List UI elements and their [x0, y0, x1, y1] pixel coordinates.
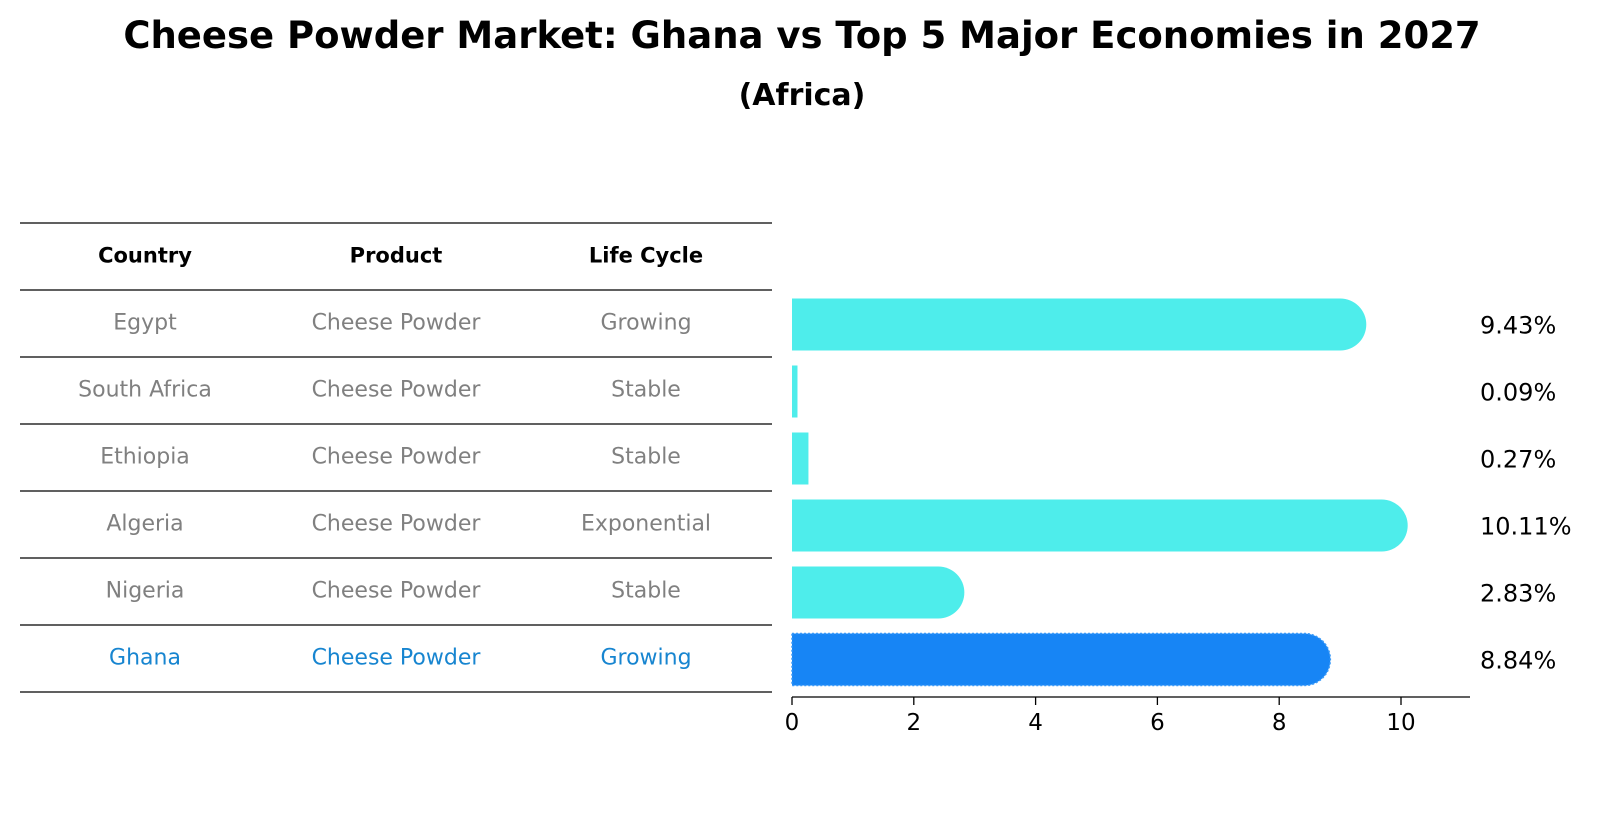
table-cell-country: Ethiopia [100, 445, 190, 470]
chart-subtitle: (Africa) [738, 78, 866, 113]
x-tick-label: 0 [785, 710, 800, 736]
table-cell-life-cycle: Stable [611, 378, 681, 403]
table-cell-country: Nigeria [106, 579, 185, 604]
table-cell-product: Cheese Powder [312, 311, 482, 336]
data-label: 10.11% [1480, 513, 1572, 541]
bar-highlight-outline [791, 632, 1332, 687]
table-cell-product: Cheese Powder [312, 445, 482, 470]
bar-egypt [792, 298, 1367, 351]
data-label: 0.09% [1480, 379, 1556, 407]
table-cell-life-cycle: Growing [600, 311, 691, 336]
table-cell-product: Cheese Powder [312, 512, 482, 537]
table-cell-product: Cheese Powder [312, 646, 482, 671]
x-tick-label: 10 [1386, 710, 1415, 736]
data-label: 2.83% [1480, 580, 1556, 608]
table-cell-country: Algeria [106, 512, 183, 537]
table-cell-life-cycle: Exponential [581, 512, 711, 537]
bar-nigeria [792, 566, 965, 619]
chart-title: Cheese Powder Market: Ghana vs Top 5 Maj… [123, 14, 1481, 57]
bar-south-africa [792, 365, 798, 418]
table-cell-product: Cheese Powder [312, 579, 482, 604]
bar-algeria [792, 499, 1408, 552]
table-cell-country: South Africa [78, 378, 212, 403]
table-header-cell: Country [98, 244, 192, 268]
table-header-cell: Product [350, 244, 443, 268]
table-cell-life-cycle: Stable [611, 445, 681, 470]
table-cell-country: Ghana [109, 646, 181, 671]
x-tick-label: 6 [1150, 710, 1165, 736]
table-header-cell: Life Cycle [589, 244, 703, 268]
data-label: 9.43% [1480, 312, 1556, 340]
table-cell-life-cycle: Growing [600, 646, 691, 671]
x-tick-label: 8 [1272, 710, 1287, 736]
table-cell-product: Cheese Powder [312, 378, 482, 403]
data-label: 0.27% [1480, 446, 1556, 474]
table-cell-country: Egypt [113, 311, 177, 336]
table-cell-life-cycle: Stable [611, 579, 681, 604]
x-tick-label: 2 [906, 710, 921, 736]
bar-ghana [792, 633, 1331, 686]
x-tick-label: 4 [1028, 710, 1043, 736]
bar-ethiopia [792, 432, 809, 485]
data-label: 8.84% [1480, 647, 1556, 675]
